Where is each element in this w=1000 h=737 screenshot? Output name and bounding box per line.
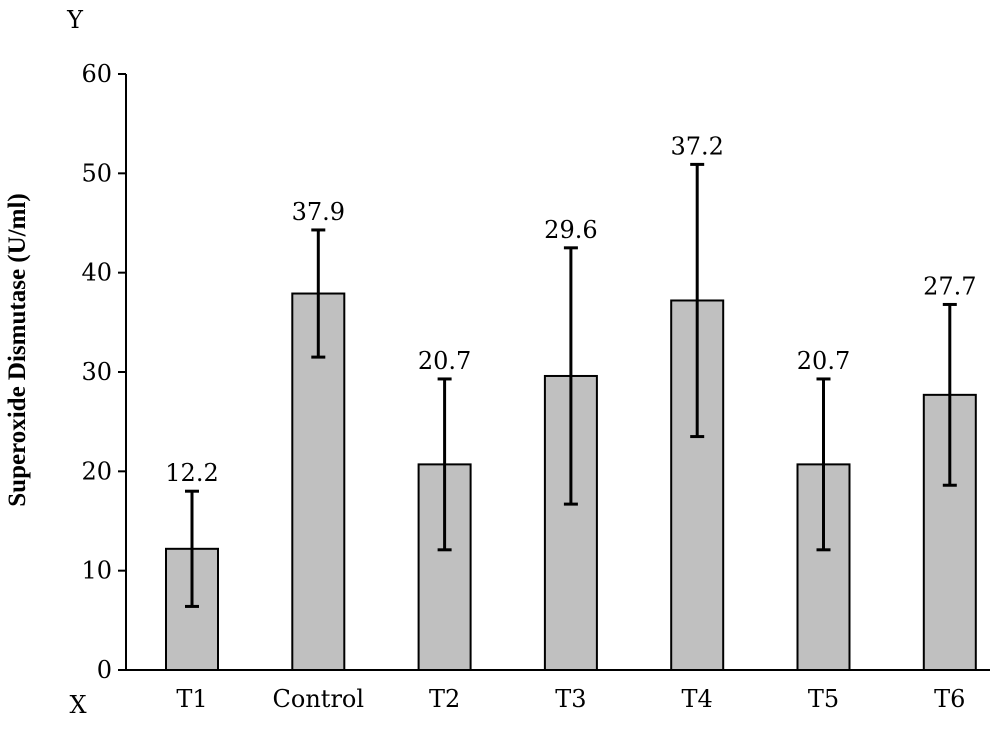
y-tick-label: 30 — [81, 358, 112, 386]
y-tick-label: 0 — [97, 656, 112, 684]
data-label: 12.2 — [165, 459, 218, 487]
category-label: T6 — [934, 685, 965, 713]
bar — [922, 393, 977, 671]
y-axis-title: Superoxide Dismutase (U/ml) — [4, 193, 31, 506]
data-label: 20.7 — [418, 347, 471, 375]
error-bar — [690, 162, 705, 439]
category-label: T1 — [176, 685, 207, 713]
y-tick-label: 60 — [81, 60, 112, 88]
x-axis-letter: X — [69, 691, 86, 719]
error-bar — [816, 377, 831, 552]
data-label: 37.9 — [292, 198, 345, 226]
y-axis-letter: Y — [66, 6, 84, 34]
y-axis-ticks: 0 10 20 30 40 50 60 — [81, 60, 126, 684]
error-bar — [311, 228, 326, 359]
error-bar — [563, 246, 578, 506]
y-tick-label: 40 — [81, 259, 112, 287]
error-bars — [185, 162, 957, 608]
data-label: 27.7 — [923, 272, 976, 300]
error-bar — [185, 489, 199, 608]
category-label: T5 — [808, 685, 839, 713]
data-labels: 12.2 37.9 20.7 29.6 37.2 20.7 27.7 — [165, 132, 976, 487]
data-label: 29.6 — [544, 216, 597, 244]
error-bar — [942, 302, 957, 487]
data-label: 37.2 — [670, 132, 723, 160]
y-tick-label: 10 — [81, 557, 112, 585]
category-labels: T1 Control T2 T3 T4 T5 T6 — [176, 685, 965, 713]
category-label: T3 — [555, 685, 586, 713]
category-label: T4 — [682, 685, 713, 713]
data-label: 20.7 — [797, 347, 850, 375]
category-label: T2 — [429, 685, 460, 713]
y-tick-label: 20 — [81, 457, 112, 485]
error-bar — [437, 377, 452, 552]
y-tick-label: 50 — [81, 159, 112, 187]
category-label: Control — [273, 685, 365, 713]
